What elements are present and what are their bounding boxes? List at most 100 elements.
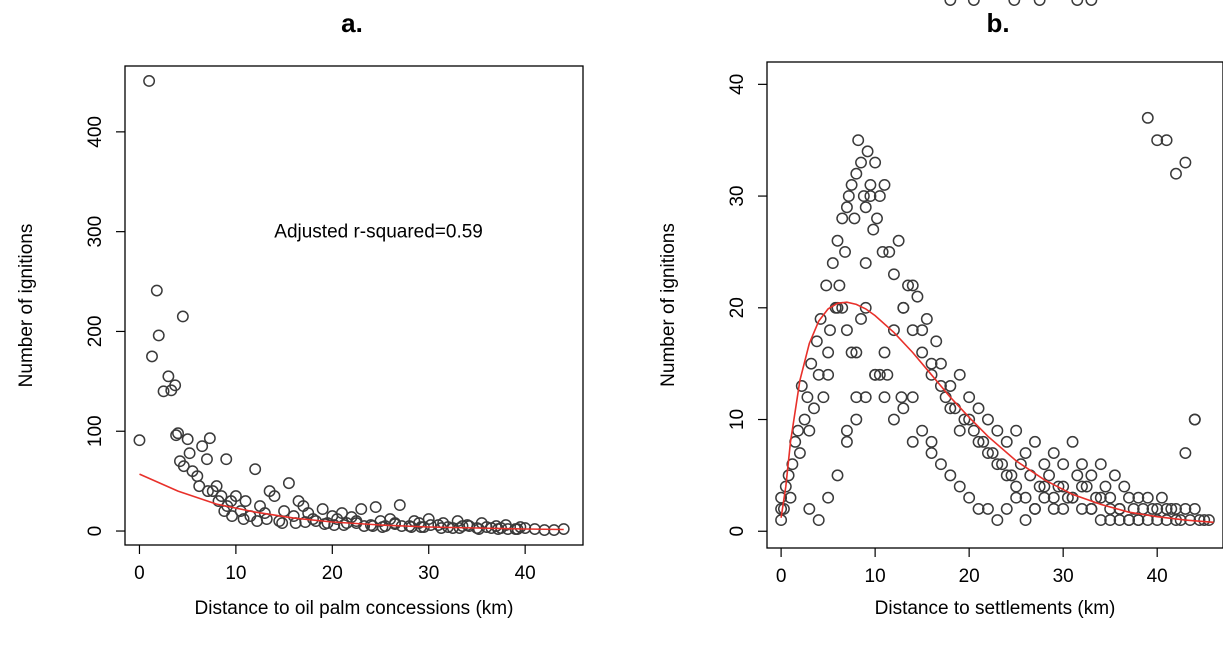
data-point (1118, 480, 1131, 493)
data-point (916, 424, 929, 437)
data-point (1010, 424, 1023, 437)
data-point (831, 234, 844, 247)
data-point (1066, 435, 1079, 448)
data-point (1000, 435, 1013, 448)
data-point (864, 178, 877, 191)
data-point (826, 257, 839, 270)
data-point (873, 368, 886, 381)
points-group (133, 75, 570, 536)
y-tick-label: 0 (727, 526, 748, 537)
data-point (897, 402, 910, 415)
x-axis-label: Distance to settlements (km) (875, 598, 1116, 619)
data-point (318, 518, 331, 530)
y-tick-label: 300 (85, 216, 106, 248)
data-point (887, 268, 900, 281)
x-tick-label: 40 (1147, 566, 1168, 587)
data-point (1033, 0, 1046, 6)
data-point (972, 435, 985, 448)
data-point (878, 391, 891, 404)
data-point (282, 477, 295, 490)
data-point (902, 279, 914, 292)
data-point (220, 453, 233, 466)
data-point (883, 245, 896, 258)
data-point (1076, 480, 1088, 493)
data-point (1008, 0, 1021, 6)
data-point (1127, 502, 1140, 515)
data-point (1179, 447, 1192, 459)
data-point (1019, 491, 1032, 504)
data-point (268, 490, 281, 503)
data-point (201, 453, 213, 466)
data-point (850, 413, 863, 426)
data-point (176, 310, 189, 323)
y-tick-label: 100 (85, 415, 106, 447)
data-point (887, 413, 900, 426)
data-point (1113, 514, 1126, 527)
data-point (1005, 469, 1018, 482)
data-point (934, 458, 947, 471)
data-point (897, 301, 910, 314)
data-point (892, 234, 905, 247)
data-point (1019, 514, 1032, 527)
data-point (389, 518, 401, 530)
data-point (1024, 469, 1037, 482)
data-point (358, 520, 371, 532)
data-point (916, 324, 929, 337)
data-point (201, 485, 214, 498)
y-tick-label: 400 (85, 116, 106, 148)
data-point (855, 156, 867, 169)
data-point (953, 424, 966, 437)
data-point (840, 201, 853, 214)
data-point (869, 368, 882, 381)
data-point (1160, 134, 1173, 147)
data-point (822, 368, 835, 381)
data-point (991, 458, 1004, 471)
data-point (812, 368, 825, 381)
panel-b-label: b. (986, 8, 1010, 38)
data-point (820, 279, 833, 292)
data-point (981, 447, 994, 459)
data-point (278, 505, 291, 518)
data-point (840, 324, 853, 337)
data-point (1038, 458, 1051, 471)
data-point (906, 435, 919, 448)
data-point (196, 440, 209, 453)
data-point (839, 245, 851, 258)
x-axis-label: Distance to oil palm concessions (km) (195, 598, 514, 619)
data-point (958, 413, 971, 426)
data-point (316, 503, 329, 516)
data-point (930, 335, 943, 348)
data-point (981, 502, 994, 515)
data-point (150, 284, 163, 297)
data-point (798, 413, 811, 426)
y-tick-label: 0 (85, 526, 106, 537)
data-point (1179, 502, 1192, 515)
data-point (916, 346, 929, 359)
data-point (181, 433, 194, 446)
data-point (1146, 502, 1159, 515)
data-point (1123, 514, 1135, 527)
data-point (801, 391, 814, 404)
data-point (162, 370, 175, 383)
data-point (1104, 514, 1117, 527)
data-point (859, 201, 872, 214)
y-axis-label: Number of ignitions (16, 224, 37, 388)
data-point (239, 495, 252, 508)
data-point (944, 469, 957, 482)
data-point (1029, 435, 1041, 448)
data-point (782, 469, 795, 482)
data-point (143, 75, 156, 87)
data-point (861, 145, 874, 158)
data-point (287, 510, 300, 523)
data-point (1071, 0, 1084, 6)
data-point (786, 458, 799, 471)
data-point (1019, 447, 1032, 459)
data-point (183, 447, 196, 460)
data-point (1141, 111, 1154, 124)
data-point (1057, 502, 1070, 515)
data-point (842, 190, 855, 203)
data-point (859, 391, 872, 404)
data-point (977, 435, 990, 448)
data-point (991, 424, 1004, 437)
data-point (1085, 0, 1098, 6)
